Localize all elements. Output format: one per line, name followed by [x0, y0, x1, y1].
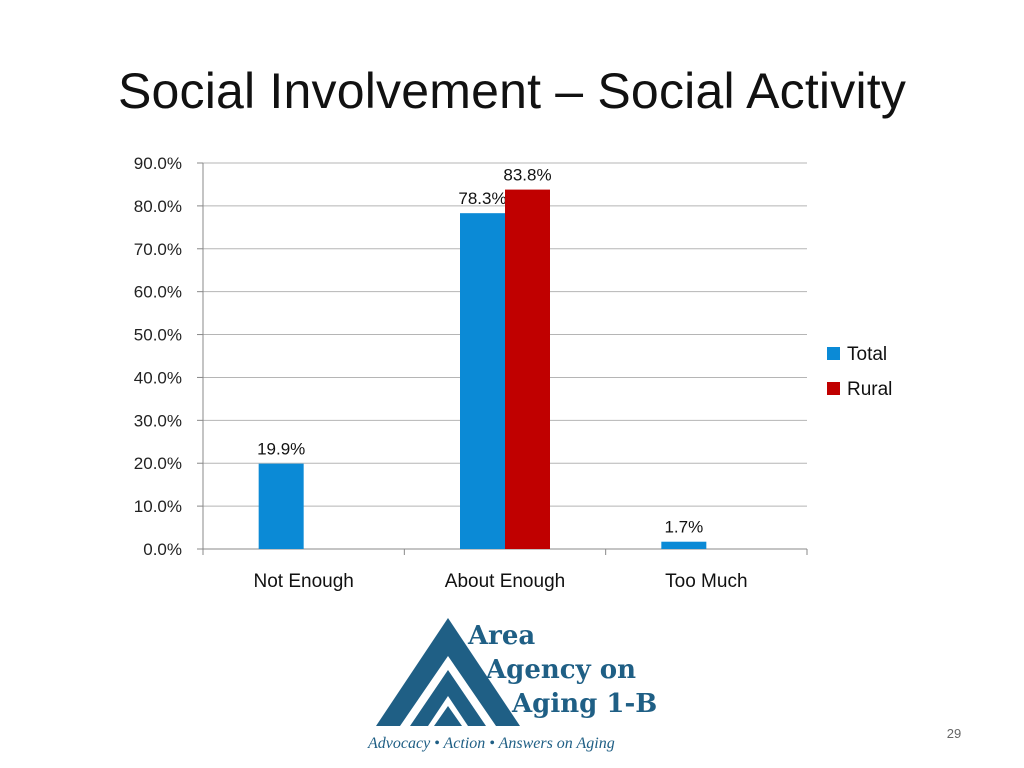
logo-line-1: Area	[467, 621, 535, 651]
logo-line-2: Agency on	[485, 655, 636, 685]
bar-chart: 0.0% 10.0% 20.0% 30.0% 40.0% 50.0% 60.0% 70.0% 8…	[134, 154, 893, 592]
legend-swatch-rural	[827, 382, 840, 395]
y-tick-label: 30.0%	[134, 411, 182, 430]
bar-total	[460, 213, 505, 549]
data-label: 83.8%	[503, 166, 551, 185]
legend-swatch-total	[827, 347, 840, 360]
category-label: About Enough	[445, 571, 565, 592]
triangle-logo-icon	[376, 618, 520, 726]
y-tick-label: 90.0%	[134, 154, 182, 173]
y-tick-label: 40.0%	[134, 368, 182, 387]
data-label: 19.9%	[257, 440, 305, 459]
category-label: Too Much	[665, 571, 747, 592]
data-label: 1.7%	[664, 518, 703, 537]
y-tick-label: 50.0%	[134, 326, 182, 345]
logo-line-3: Aging 1-B	[511, 689, 657, 719]
y-tick-label: 70.0%	[134, 240, 182, 259]
slide-title: Social Involvement – Social Activity	[117, 63, 907, 119]
y-tick-label: 0.0%	[143, 540, 182, 559]
y-tick-label: 60.0%	[134, 283, 182, 302]
y-tick-label: 20.0%	[134, 454, 182, 473]
category-label: Not Enough	[253, 571, 353, 592]
page-number: 29	[946, 726, 962, 741]
legend-label-total: Total	[847, 344, 887, 365]
bar-rural	[505, 189, 550, 549]
data-label: 78.3%	[458, 189, 506, 208]
bar-total	[258, 463, 304, 549]
bar-total	[661, 541, 707, 549]
y-tick-label: 80.0%	[134, 197, 182, 216]
area-agency-logo: Area Agency on Aging 1-B Advocacy • Acti…	[367, 618, 657, 752]
logo-tagline: Advocacy • Action • Answers on Aging	[367, 735, 615, 752]
y-tick-label: 10.0%	[134, 497, 182, 516]
legend-label-rural: Rural	[847, 379, 892, 400]
